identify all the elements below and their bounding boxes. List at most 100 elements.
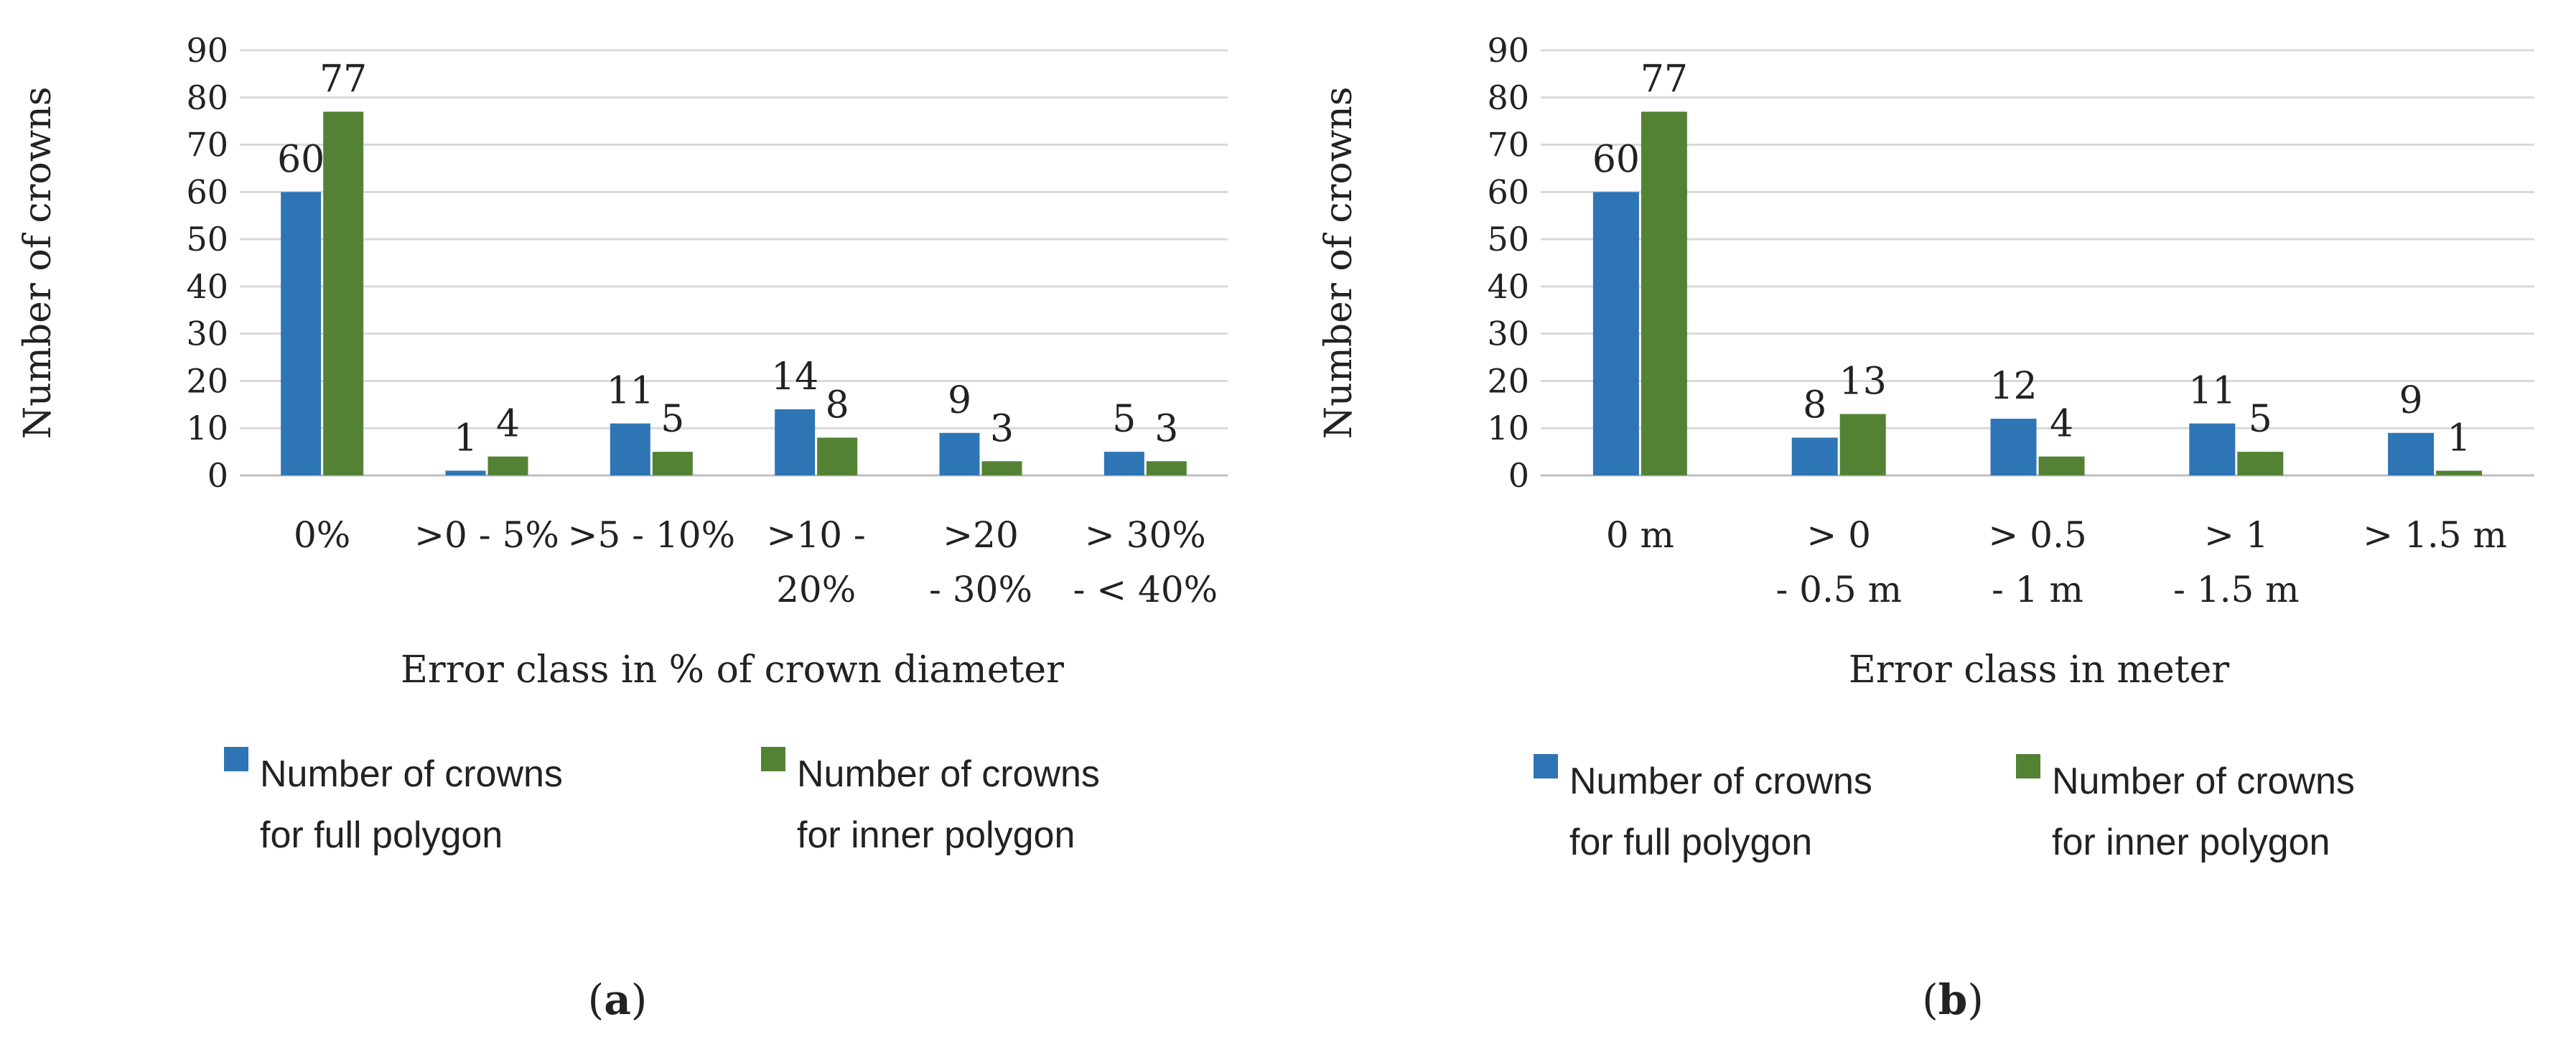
- y-tick-label: 90: [1487, 31, 1529, 70]
- data-label-inner-polygon: 13: [1839, 360, 1887, 403]
- data-label-inner-polygon: 3: [990, 407, 1014, 450]
- y-tick-label: 50: [186, 220, 228, 259]
- x-tick-label: > 30%: [1085, 514, 1206, 556]
- y-tick-label: 80: [1487, 78, 1529, 117]
- x-tick-label: 0%: [294, 514, 350, 556]
- x-tick-label: >0 - 5%: [414, 514, 559, 556]
- y-tick-label: 60: [1487, 172, 1529, 211]
- x-tick-label: - 1 m: [1992, 569, 2083, 610]
- panel-label-close-paren: ): [1967, 975, 1984, 1024]
- legend-swatch-inner-polygon: [761, 747, 785, 771]
- legend-label-full-polygon-line2: for full polygon: [260, 814, 503, 856]
- data-label-full-polygon: 11: [607, 370, 654, 413]
- y-tick-label: 50: [1487, 220, 1529, 259]
- x-tick-label: 20%: [776, 569, 856, 610]
- bar-full-polygon: [2388, 432, 2435, 475]
- bar-full-polygon: [1990, 419, 2037, 475]
- x-tick-label: - < 40%: [1073, 569, 1218, 610]
- bar-full-polygon: [281, 192, 322, 475]
- x-tick-label: > 0: [1806, 514, 1871, 556]
- y-tick-label: 10: [186, 409, 228, 447]
- x-tick-label: > 0.5: [1988, 514, 2086, 556]
- panel-label: (a): [588, 975, 648, 1024]
- y-axis-title: Number of crowns: [17, 87, 60, 440]
- legend-label-inner-polygon-line1: Number of crowns: [2052, 761, 2355, 802]
- legend-swatch-full-polygon: [1534, 754, 1558, 778]
- legend-swatch-full-polygon: [224, 747, 248, 771]
- y-tick-label: 70: [186, 126, 228, 164]
- x-tick-label: >5 - 10%: [568, 514, 736, 556]
- bar-inner-polygon: [1146, 461, 1187, 475]
- x-tick-label: - 30%: [929, 569, 1032, 610]
- x-tick-label: - 1.5 m: [2173, 569, 2300, 610]
- data-label-inner-polygon: 77: [319, 58, 367, 101]
- y-tick-label: 0: [1508, 456, 1529, 495]
- data-label-inner-polygon: 5: [661, 398, 684, 441]
- legend-label-inner-polygon-line2: for inner polygon: [797, 814, 1075, 856]
- bar-inner-polygon: [1839, 414, 1886, 475]
- y-tick-label: 30: [1487, 315, 1529, 353]
- data-label-inner-polygon: 5: [2249, 398, 2272, 441]
- y-tick-label: 90: [186, 31, 228, 70]
- y-axis-title: Number of crowns: [1317, 87, 1361, 440]
- data-label-full-polygon: 9: [2399, 379, 2423, 422]
- x-tick-label: > 1: [2204, 514, 2269, 556]
- bar-inner-polygon: [2237, 452, 2284, 475]
- data-label-inner-polygon: 4: [496, 403, 520, 446]
- data-label-full-polygon: 60: [277, 138, 325, 181]
- bar-full-polygon: [1592, 192, 1639, 475]
- data-label-inner-polygon: 77: [1641, 58, 1688, 101]
- y-tick-label: 0: [207, 456, 228, 495]
- data-label-full-polygon: 1: [454, 417, 477, 460]
- legend: Number of crowns for full polygon Number o…: [224, 747, 1100, 856]
- x-axis-title: Error class in meter: [1849, 648, 2229, 692]
- y-tick-label: 10: [1487, 409, 1529, 447]
- chart-panel-a: 0 10 20 30 40 50 60 70 80 90 Number of crowns 60 77 0…: [17, 31, 1228, 1024]
- x-tick-label: >20: [943, 514, 1019, 556]
- bar-inner-polygon: [2436, 470, 2483, 475]
- panel-label-letter: b: [1938, 975, 1968, 1024]
- legend-label-inner-polygon-line1: Number of crowns: [797, 753, 1100, 795]
- y-tick-label: 40: [186, 267, 228, 306]
- y-tick-label: 40: [1487, 267, 1529, 306]
- x-tick-label: 0 m: [1606, 514, 1674, 556]
- panel-label-letter: a: [604, 975, 631, 1024]
- data-label-full-polygon: 11: [2188, 370, 2236, 413]
- legend-label-full-polygon-line1: Number of crowns: [260, 753, 563, 795]
- x-axis-title: Error class in % of crown diameter: [401, 648, 1064, 692]
- data-label-inner-polygon: 4: [2050, 403, 2073, 446]
- bar-full-polygon: [939, 432, 980, 475]
- y-tick-label: 70: [1487, 126, 1529, 164]
- bar-inner-polygon: [2038, 456, 2085, 475]
- bar-full-polygon: [1791, 437, 1838, 475]
- y-tick-label: 30: [186, 315, 228, 353]
- data-label-full-polygon: 8: [1803, 383, 1826, 427]
- x-tick-label: >10 -: [767, 514, 866, 556]
- legend-swatch-inner-polygon: [2016, 754, 2040, 778]
- bar-full-polygon: [610, 423, 650, 475]
- bar-inner-polygon: [981, 461, 1022, 475]
- bar-full-polygon: [775, 409, 816, 475]
- legend: Number of crowns for full polygon Number o…: [1534, 754, 2355, 863]
- panel-label: (b): [1922, 975, 1984, 1024]
- legend-label-full-polygon-line1: Number of crowns: [1569, 761, 1872, 802]
- y-tick-label: 20: [186, 361, 228, 400]
- bar-full-polygon: [2189, 423, 2236, 475]
- data-label-inner-polygon: 3: [1154, 407, 1178, 450]
- legend-label-full-polygon-line2: for full polygon: [1569, 822, 1812, 863]
- x-tick-label: > 1.5 m: [2363, 514, 2507, 556]
- panel-label-close-paren: ): [631, 975, 648, 1024]
- legend-label-inner-polygon-line2: for inner polygon: [2052, 822, 2330, 863]
- y-tick-label: 20: [1487, 361, 1529, 400]
- data-label-full-polygon: 12: [1989, 365, 2037, 408]
- bar-inner-polygon: [1641, 111, 1687, 475]
- data-label-full-polygon: 5: [1112, 398, 1136, 441]
- y-tick-label: 80: [186, 78, 228, 117]
- bar-inner-polygon: [652, 452, 693, 475]
- x-tick-label: - 0.5 m: [1775, 569, 1902, 610]
- bar-full-polygon: [445, 470, 486, 475]
- bar-full-polygon: [1103, 452, 1144, 475]
- panel-label-open-paren: (: [588, 975, 605, 1024]
